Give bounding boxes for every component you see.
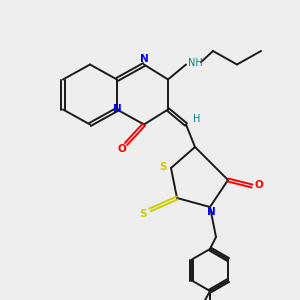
- Text: O: O: [117, 144, 126, 154]
- Text: H: H: [193, 114, 200, 124]
- Text: S: S: [160, 161, 167, 172]
- Text: N: N: [140, 54, 148, 64]
- Text: N: N: [112, 104, 122, 115]
- Text: NH: NH: [188, 58, 202, 68]
- Text: S: S: [140, 208, 147, 219]
- Text: N: N: [207, 207, 216, 218]
- Text: O: O: [254, 179, 263, 190]
